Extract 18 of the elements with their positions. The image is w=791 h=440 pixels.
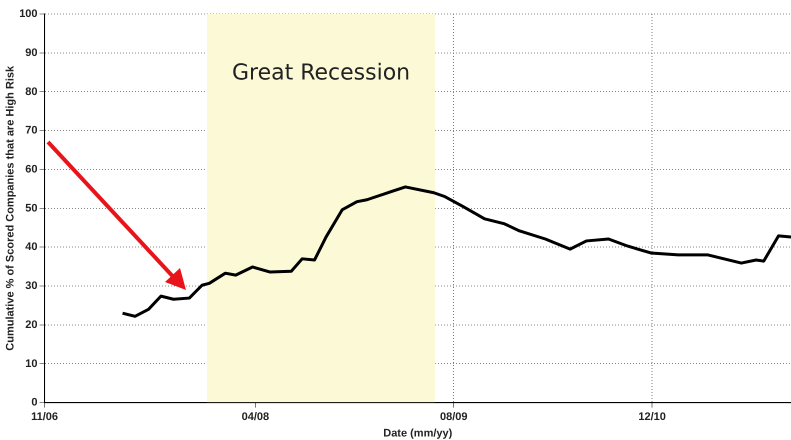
y-axis-title: Cumulative % of Scored Companies that are High Risk xyxy=(4,65,17,351)
y-tick-label: 70 xyxy=(25,124,38,137)
y-tick-label: 90 xyxy=(25,46,38,59)
y-tick-label: 60 xyxy=(25,163,38,176)
y-tick-label: 80 xyxy=(25,86,38,98)
y-tick-label: 20 xyxy=(25,318,38,331)
x-axis-title: Date (mm/yy) xyxy=(383,427,453,440)
y-tick-label: 40 xyxy=(25,241,38,254)
x-tick-label: 11/06 xyxy=(31,411,58,424)
x-tick-label: 08/09 xyxy=(440,411,468,424)
y-tick-label: 0 xyxy=(31,396,38,409)
x-tick-label: 04/08 xyxy=(242,411,270,424)
y-tick-label: 30 xyxy=(25,280,38,292)
y-tick-label: 50 xyxy=(25,202,38,214)
x-tick-label: 12/10 xyxy=(638,411,666,424)
y-tick-label: 10 xyxy=(25,358,38,370)
band-label: Great Recession xyxy=(232,60,410,86)
y-tick-label: 100 xyxy=(19,8,38,20)
